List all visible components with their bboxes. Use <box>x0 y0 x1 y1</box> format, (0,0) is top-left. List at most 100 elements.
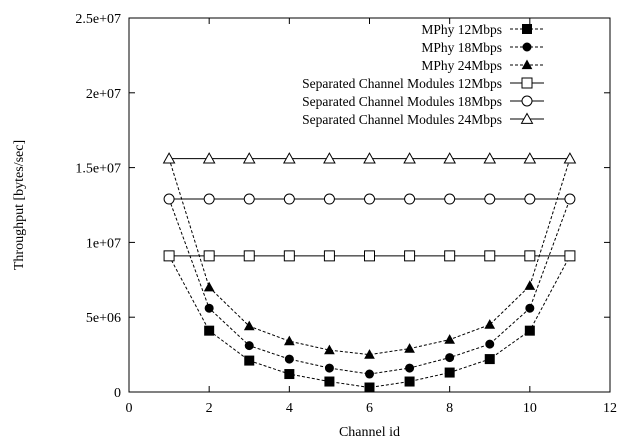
data-point <box>242 152 256 164</box>
data-point <box>163 250 175 262</box>
legend: MPhy 12Mbps MPhy 18Mbps MPhy 24Mbps Separat… <box>302 22 544 127</box>
data-point <box>444 367 455 378</box>
x-tick-label: 8 <box>446 401 453 416</box>
legend-label: MPhy 18Mbps <box>421 40 502 55</box>
y-tick-label: 0 <box>114 386 121 401</box>
data-point <box>244 341 254 351</box>
data-point <box>564 193 576 205</box>
legend-label: Separated Channel Modules 12Mbps <box>302 76 502 91</box>
series-4 <box>163 250 576 262</box>
data-point <box>524 280 536 290</box>
x-tick-label: 6 <box>366 401 373 416</box>
data-point <box>284 354 294 364</box>
data-point <box>203 281 215 292</box>
data-point <box>484 319 496 329</box>
data-point <box>485 339 495 349</box>
data-point <box>484 193 496 205</box>
data-point <box>444 334 456 344</box>
data-point <box>243 320 255 331</box>
data-point <box>324 376 335 387</box>
data-point <box>521 59 533 70</box>
data-point <box>521 77 533 89</box>
data-point <box>404 250 416 262</box>
series-line <box>168 198 571 375</box>
legend-label: MPhy 24Mbps <box>421 58 502 73</box>
data-point <box>444 193 456 205</box>
data-point <box>524 325 535 336</box>
data-point <box>162 152 176 164</box>
data-point <box>564 250 576 262</box>
data-point <box>364 250 375 262</box>
data-point <box>283 193 295 205</box>
data-point <box>324 344 335 355</box>
data-point <box>163 193 175 205</box>
series-5 <box>163 193 576 205</box>
data-point <box>522 42 532 52</box>
data-point <box>563 152 577 164</box>
y-tick-label: 2e+07 <box>86 87 121 102</box>
data-point <box>522 24 532 34</box>
data-point <box>243 250 255 262</box>
data-point <box>243 193 255 205</box>
data-point <box>283 250 295 262</box>
data-point <box>323 250 335 262</box>
data-point <box>363 152 376 164</box>
legend-entry: Separated Channel Modules 18Mbps <box>302 94 544 109</box>
data-point <box>521 95 533 107</box>
x-tick-label: 0 <box>126 401 133 416</box>
legend-label: MPhy 12Mbps <box>421 22 502 37</box>
y-tick-label: 1e+07 <box>86 236 121 251</box>
data-point <box>404 343 415 353</box>
data-point <box>282 152 296 164</box>
data-point <box>445 353 455 363</box>
data-point <box>444 250 456 262</box>
plot-frame <box>128 17 611 393</box>
legend-entry: Separated Channel Modules 24Mbps <box>302 112 544 127</box>
data-point <box>525 303 535 313</box>
x-tick-label: 10 <box>523 401 537 416</box>
data-point <box>202 152 216 164</box>
legend-entry: Separated Channel Modules 12Mbps <box>302 76 544 91</box>
data-point <box>523 152 537 164</box>
x-tick-label: 2 <box>206 401 213 416</box>
data-point <box>323 152 336 164</box>
data-point <box>520 112 534 124</box>
data-point <box>284 369 295 380</box>
data-point <box>244 355 255 366</box>
series-layer <box>162 152 577 393</box>
x-tick-label: 4 <box>286 401 293 416</box>
x-tick-label: 12 <box>603 401 617 416</box>
x-axis-label: Channel id <box>339 425 400 440</box>
y-tick-label: 5e+06 <box>86 311 121 326</box>
series-line <box>168 255 571 389</box>
legend-label: Separated Channel Modules 24Mbps <box>302 112 502 127</box>
data-point <box>524 193 536 205</box>
legend-entry: MPhy 12Mbps <box>421 22 544 37</box>
y-tick-label: 2.5e+07 <box>75 12 121 27</box>
data-point <box>404 193 416 205</box>
data-point <box>204 325 215 336</box>
data-point <box>204 303 214 313</box>
data-point <box>403 152 416 164</box>
series-6 <box>162 152 577 164</box>
series-line <box>168 158 571 356</box>
y-axis-label: Throughput [bytes/sec] <box>12 140 27 270</box>
data-point <box>524 250 536 262</box>
data-point <box>484 354 495 365</box>
data-point <box>364 193 375 205</box>
data-point <box>203 193 215 205</box>
y-tick-label: 1.5e+07 <box>75 162 121 177</box>
data-point <box>323 193 335 205</box>
data-point <box>405 363 415 373</box>
legend-entry: MPhy 18Mbps <box>421 40 544 55</box>
data-point <box>365 369 374 379</box>
data-point <box>364 349 375 359</box>
data-point <box>404 376 415 387</box>
legend-label: Separated Channel Modules 18Mbps <box>302 94 502 109</box>
legend-entry: MPhy 24Mbps <box>421 58 544 73</box>
data-point <box>483 152 497 164</box>
ticks-layer: 0 2 4 6 8 10 12 0 5e+06 1e+07 1.5e+07 2e+07 2.5e+07 <box>75 12 617 416</box>
data-point <box>203 250 215 262</box>
data-point <box>324 363 334 373</box>
